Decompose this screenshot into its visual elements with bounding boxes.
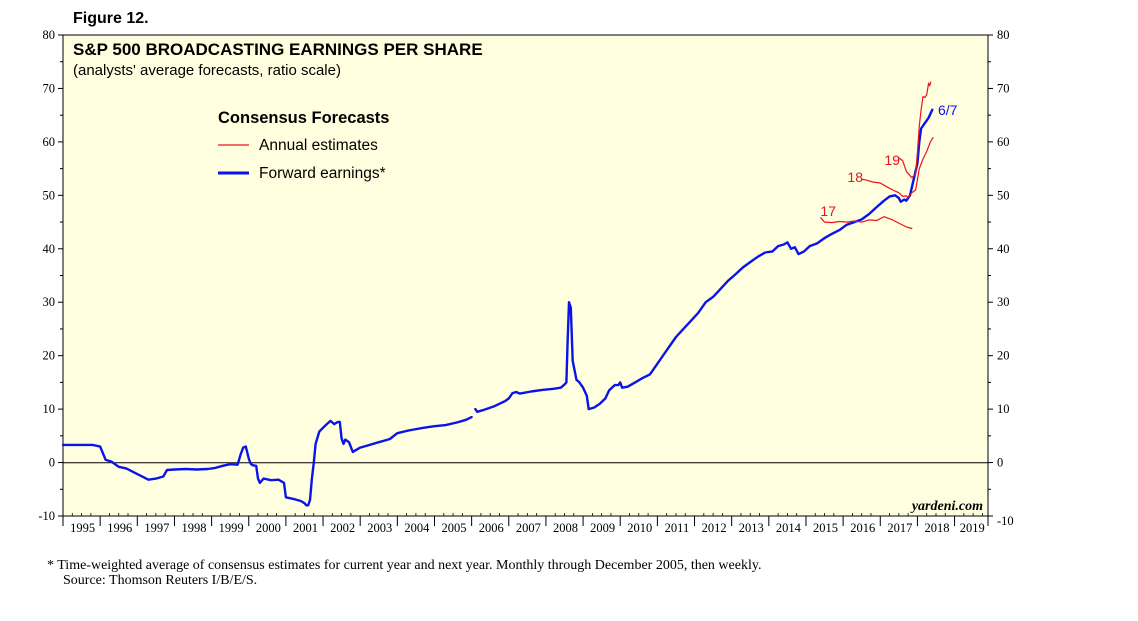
x-tick-label: 2007 bbox=[516, 521, 541, 535]
y-tick-label-right: 0 bbox=[997, 456, 1003, 470]
x-tick-label: 2008 bbox=[553, 521, 578, 535]
plot-area bbox=[62, 34, 989, 517]
chart-subtitle: (analysts' average forecasts, ratio scal… bbox=[73, 62, 341, 79]
x-tick-label: 2016 bbox=[850, 521, 875, 535]
x-tick-label: 1997 bbox=[144, 521, 169, 535]
x-tick-label: 2012 bbox=[702, 521, 727, 535]
x-tick-label: 2011 bbox=[665, 521, 690, 535]
x-tick-label: 2004 bbox=[404, 521, 430, 535]
x-tick-label: 2009 bbox=[590, 521, 615, 535]
y-tick-label-right: 60 bbox=[997, 135, 1010, 149]
series-line-forward-earnings bbox=[474, 108, 934, 413]
x-axis: 1995 1996 1997 1998 1999 2000 2001 2002 2003 2004… bbox=[62, 513, 989, 535]
x-tick-label: 2018 bbox=[924, 521, 949, 535]
legend-entry-forward: Forward earnings* bbox=[259, 165, 386, 182]
x-tick-label: 1996 bbox=[107, 521, 132, 535]
y-tick-label-right: 70 bbox=[997, 81, 1010, 95]
y-tick-label-left: 50 bbox=[43, 188, 56, 202]
y-tick-label-left: 0 bbox=[49, 456, 55, 470]
y-tick-label-left: 30 bbox=[43, 295, 56, 309]
y-tick-label-left: 10 bbox=[43, 402, 56, 416]
x-tick-label: 2010 bbox=[627, 521, 652, 535]
x-tick-label: 2000 bbox=[256, 521, 281, 535]
x-tick-label: 1998 bbox=[182, 521, 207, 535]
y-tick-label-right: 80 bbox=[997, 28, 1010, 42]
x-tick-label: 2001 bbox=[293, 521, 318, 535]
y-tick-label-right: 20 bbox=[997, 349, 1010, 363]
chart-title: S&P 500 BROADCASTING EARNINGS PER SHARE bbox=[73, 40, 483, 59]
y-tick-label-right: 50 bbox=[997, 188, 1010, 202]
footnote-2: Source: Thomson Reuters I/B/E/S. bbox=[63, 573, 257, 588]
y-axes: -10 -10 0 0 10 10 20 20 30 30 40 40 50 50 60 60 70 70 80 80 bbox=[38, 28, 1013, 528]
watermark: yardeni.com bbox=[910, 499, 983, 514]
series-line-annual-estimates-18 bbox=[861, 137, 934, 199]
x-tick-label: 2017 bbox=[887, 521, 912, 535]
x-tick-label: 2013 bbox=[739, 521, 764, 535]
y-tick-label-left: -10 bbox=[38, 509, 55, 523]
series-group bbox=[61, 81, 934, 507]
x-tick-label: 2014 bbox=[776, 521, 802, 535]
annual-label-19: 19 bbox=[884, 152, 900, 168]
y-tick-label-left: 80 bbox=[43, 28, 56, 42]
series-line-annual-estimates-19 bbox=[898, 81, 932, 179]
y-tick-label-left: 40 bbox=[43, 242, 56, 256]
y-tick-label-left: 70 bbox=[43, 81, 56, 95]
y-tick-label-right: 40 bbox=[997, 242, 1010, 256]
series-line-annual-estimates-17 bbox=[820, 216, 913, 230]
end-date-label: 6/7 bbox=[938, 102, 958, 118]
legend-title: Consensus Forecasts bbox=[218, 109, 389, 127]
y-tick-label-right: -10 bbox=[997, 514, 1014, 528]
x-tick-label: 2002 bbox=[330, 521, 355, 535]
annual-label-17: 17 bbox=[820, 203, 836, 219]
x-tick-label: 2015 bbox=[813, 521, 838, 535]
legend-entry-annual: Annual estimates bbox=[259, 137, 378, 154]
footnote-1: * Time-weighted average of consensus est… bbox=[47, 558, 761, 573]
y-tick-label-left: 60 bbox=[43, 135, 56, 149]
x-tick-label: 2003 bbox=[367, 521, 392, 535]
x-tick-label: 1995 bbox=[70, 521, 95, 535]
figure-label: Figure 12. bbox=[73, 10, 149, 27]
x-tick-label: 2019 bbox=[960, 521, 985, 535]
x-tick-label: 2005 bbox=[442, 521, 467, 535]
series-line-forward-earnings bbox=[61, 415, 473, 507]
y-tick-label-right: 10 bbox=[997, 402, 1010, 416]
annual-label-18: 18 bbox=[847, 169, 863, 185]
y-tick-label-right: 30 bbox=[997, 295, 1010, 309]
x-tick-label: 2006 bbox=[479, 521, 504, 535]
y-tick-label-left: 20 bbox=[43, 349, 56, 363]
x-tick-label: 1999 bbox=[219, 521, 244, 535]
legend: Consensus Forecasts Annual estimates For… bbox=[218, 109, 389, 182]
